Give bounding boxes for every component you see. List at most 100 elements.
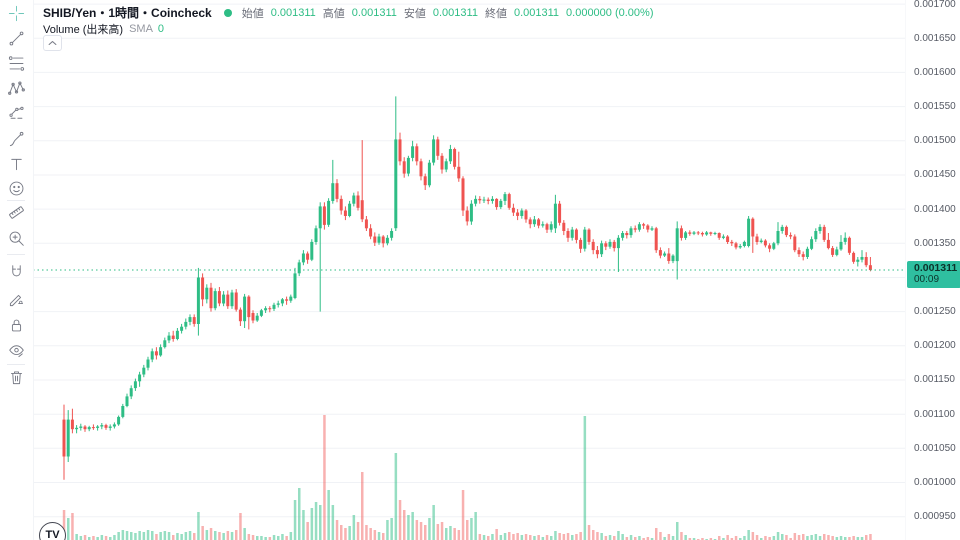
candle-body [79, 426, 83, 428]
volume-bar [692, 538, 696, 540]
candle-body [726, 236, 730, 242]
volume-bar [566, 533, 570, 540]
volume-bar [680, 532, 683, 540]
lock-tool[interactable] [3, 312, 29, 338]
candle-body [709, 232, 713, 234]
volume-bar [596, 532, 599, 540]
candle-body [579, 239, 583, 249]
candle-body [671, 255, 675, 262]
candle-body [272, 304, 276, 309]
tradingview-logo[interactable]: TV [39, 522, 66, 540]
candle-body [734, 243, 738, 248]
volume-bar [793, 533, 797, 540]
drawing-mode-tool[interactable] [3, 286, 29, 312]
trend-line-tool[interactable] [3, 25, 29, 51]
volume-bar [785, 535, 788, 540]
price-axis[interactable]: 0.001700 0.001650 0.001600 0.001550 0.001500… [905, 0, 960, 540]
ruler-tool[interactable] [3, 199, 29, 225]
volume-bar [634, 537, 637, 540]
candle-body [826, 239, 830, 249]
volume-bar [831, 536, 834, 540]
volume-bar [516, 533, 519, 540]
volume-bar [604, 536, 608, 540]
forecast-tool[interactable] [3, 100, 29, 126]
crosshair-tool[interactable] [3, 0, 29, 26]
brush-tool[interactable] [3, 126, 29, 152]
volume-bar [319, 505, 322, 540]
price-axis-label: 0.001250 [914, 306, 956, 318]
volume-indicator-name[interactable]: Volume (出来高) [43, 24, 124, 36]
volume-bar [159, 532, 162, 540]
volume-bar [818, 536, 822, 540]
volume-bar [482, 535, 486, 540]
volume-bar [377, 532, 381, 540]
volume-bar [865, 535, 868, 540]
magnet-tool[interactable] [3, 259, 29, 285]
volume-bar [445, 528, 448, 540]
volume-bar [558, 533, 561, 540]
volume-bar [424, 525, 427, 540]
candle-body [482, 199, 486, 201]
volume-bar [256, 536, 259, 540]
volume-bar [512, 534, 515, 540]
hide-drawings-tool[interactable] [3, 337, 29, 363]
xabcd-pattern-tool[interactable] [3, 75, 29, 101]
candle-body [759, 240, 763, 242]
fib-retracement-tool[interactable] [3, 50, 29, 76]
candle-body [306, 253, 310, 260]
volume-bar [734, 536, 738, 540]
emoji-tool[interactable] [3, 175, 29, 201]
candle-body [768, 245, 772, 249]
volume-bar [457, 530, 461, 540]
trash-tool[interactable] [3, 364, 29, 390]
volume-bar [676, 522, 679, 540]
zoom-in-tool[interactable] [3, 225, 29, 251]
candle-body [280, 299, 284, 304]
volume-bar [197, 512, 200, 540]
volume-bar [642, 538, 645, 540]
text-tool[interactable] [3, 151, 29, 177]
candle-body [230, 292, 234, 307]
volume-bar [835, 537, 839, 540]
candle-body [310, 241, 314, 260]
candle-body [251, 313, 255, 321]
volume-bar [751, 532, 755, 540]
candle-body [474, 198, 478, 204]
candle-body [570, 229, 574, 238]
volume-bar [88, 537, 91, 540]
price-axis-label: 0.001050 [914, 442, 956, 454]
symbol-title[interactable]: SHIB/Yen・1時間・Coincheck [43, 6, 212, 20]
volume-bar [398, 500, 402, 540]
volume-bar [142, 532, 146, 540]
candle-body [831, 248, 835, 255]
volume-bar [659, 532, 662, 540]
volume-bar [235, 530, 238, 540]
price-axis-label: 0.001400 [914, 203, 956, 215]
candle-body [595, 250, 599, 255]
volume-bar [268, 537, 272, 540]
volume-bar [499, 535, 503, 540]
candle-body [440, 155, 444, 170]
candle-body [650, 228, 654, 230]
candle-body [268, 308, 272, 310]
candle-body [868, 265, 872, 270]
volume-bar [230, 532, 234, 540]
volume-bar [348, 526, 351, 540]
candle-body [222, 294, 226, 304]
candle-body [713, 233, 717, 234]
candle-body [528, 219, 532, 225]
candle-body [331, 183, 335, 201]
candle-body [348, 203, 352, 216]
candle-body [398, 139, 402, 162]
volume-bar [541, 537, 545, 540]
candle-body [705, 232, 709, 235]
volume-bar [495, 529, 498, 540]
candle-body [75, 427, 79, 430]
candle-body [717, 233, 721, 238]
candle-body [604, 243, 608, 247]
candle-body [503, 194, 507, 201]
legend-collapse-button[interactable] [43, 35, 62, 51]
volume-bar [608, 535, 612, 540]
volume-bar [520, 535, 524, 540]
